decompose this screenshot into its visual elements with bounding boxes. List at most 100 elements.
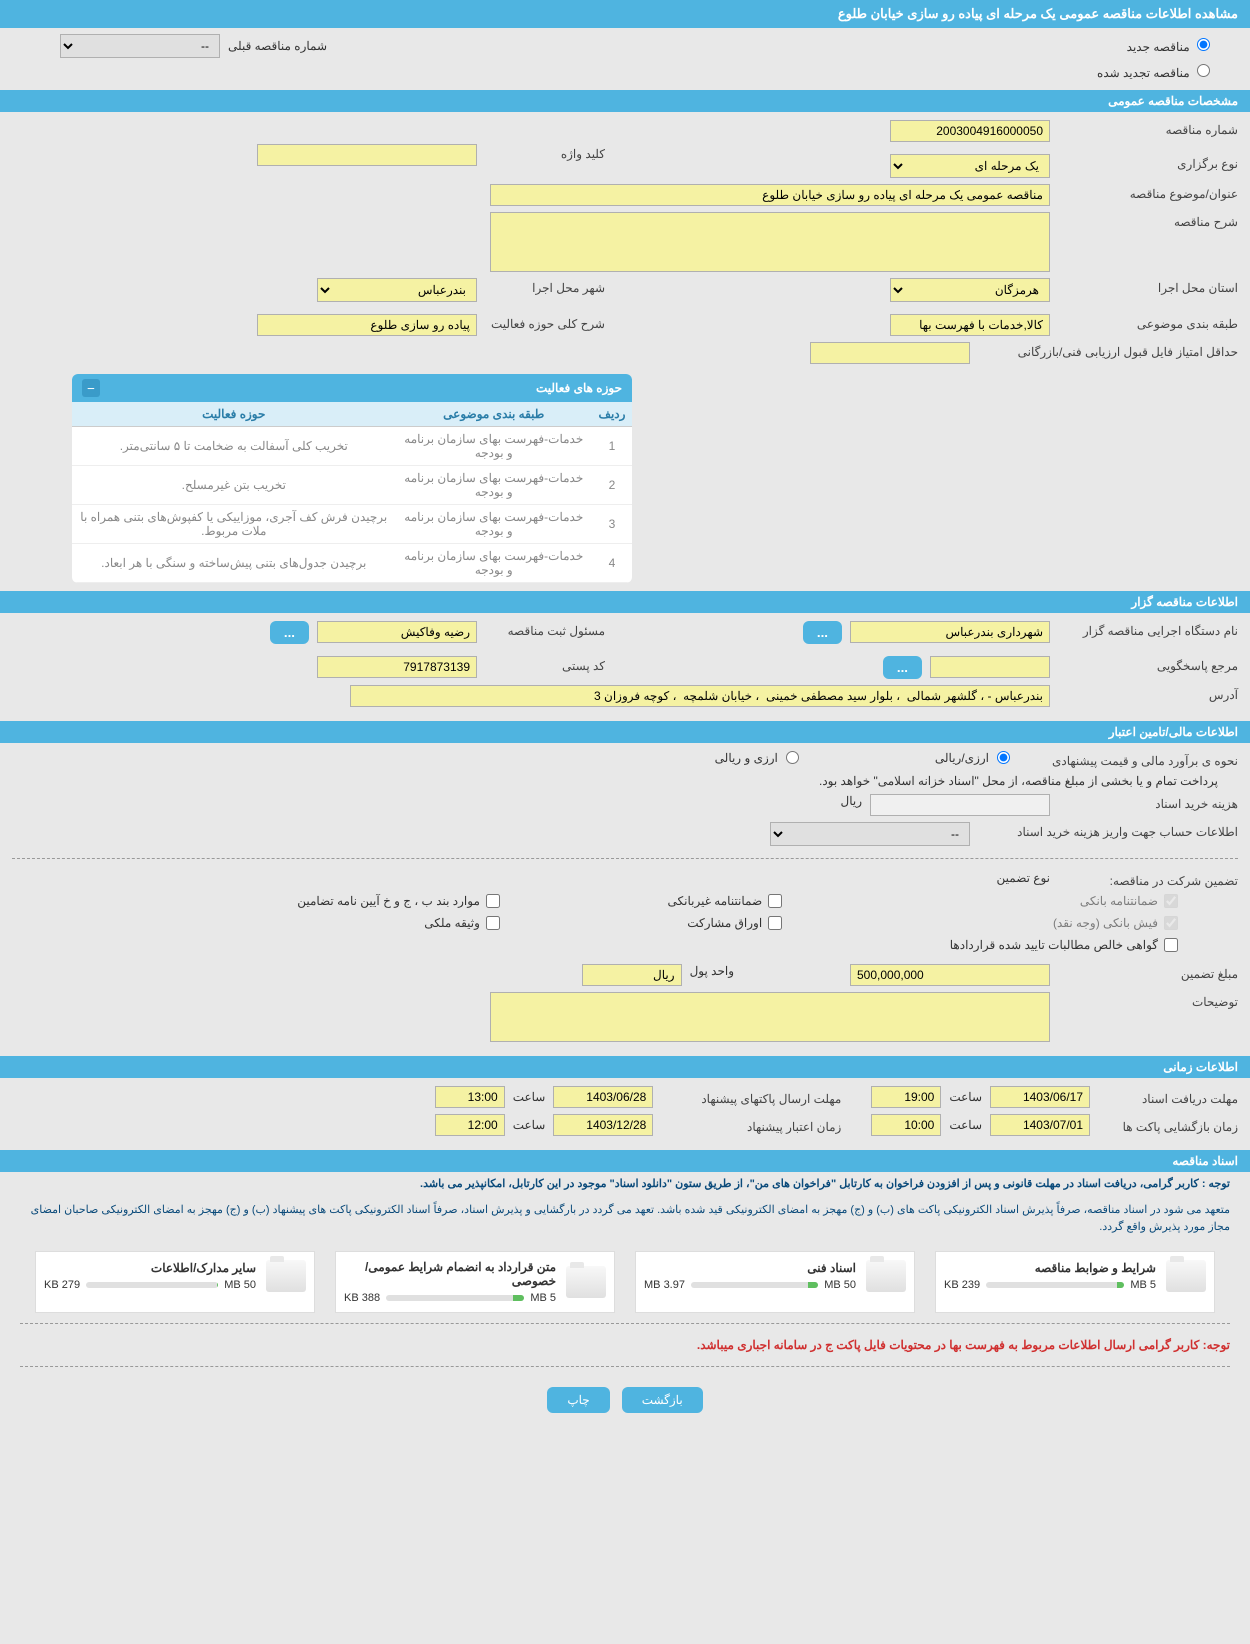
amount-input[interactable] bbox=[850, 964, 1050, 986]
docs-bottom-note: توجه: کاربر گرامی ارسال اطلاعات مربوط به… bbox=[0, 1332, 1250, 1358]
back-button[interactable]: بازگشت bbox=[622, 1387, 703, 1413]
folder-icon bbox=[566, 1266, 606, 1298]
category-label: طبقه بندی موضوعی bbox=[1058, 314, 1238, 331]
radio-renewed-tender[interactable] bbox=[1197, 64, 1210, 77]
folder-icon bbox=[866, 1260, 906, 1292]
file-used: 239 KB bbox=[944, 1279, 980, 1291]
table-row: 2خدمات-فهرست بهای سازمان برنامه و بودجهت… bbox=[72, 466, 632, 505]
validity-date[interactable] bbox=[553, 1114, 653, 1136]
address-label: آدرس bbox=[1058, 685, 1238, 702]
postal-input[interactable] bbox=[317, 656, 477, 678]
time-label-4: ساعت bbox=[513, 1118, 546, 1132]
prev-number-label: شماره مناقصه قبلی bbox=[228, 39, 327, 53]
check-nonbank-guarantee[interactable] bbox=[768, 894, 782, 908]
notes-textarea[interactable] bbox=[490, 992, 1050, 1042]
min-score-input[interactable] bbox=[810, 342, 970, 364]
account-select[interactable]: -- bbox=[770, 822, 970, 846]
time-label-1: ساعت bbox=[949, 1090, 982, 1104]
collapse-button[interactable]: − bbox=[82, 379, 100, 397]
doc-deadline-date[interactable] bbox=[990, 1086, 1090, 1108]
file-total: 5 MB bbox=[530, 1292, 556, 1304]
unit-input[interactable] bbox=[582, 964, 682, 986]
desc-textarea[interactable] bbox=[490, 212, 1050, 272]
desc-label: شرح مناقصه bbox=[1058, 212, 1238, 229]
check-bond-items[interactable] bbox=[486, 894, 500, 908]
exec-input[interactable] bbox=[850, 621, 1050, 643]
file-used: 3.97 MB bbox=[644, 1279, 685, 1291]
title-input[interactable] bbox=[490, 184, 1050, 206]
cost-unit: ریال bbox=[840, 794, 862, 808]
amount-label: مبلغ تضمین bbox=[1058, 964, 1238, 981]
radio-new-tender[interactable] bbox=[1197, 38, 1210, 51]
method-label: نحوه ی برآورد مالی و قیمت پیشنهادی bbox=[1018, 751, 1238, 768]
notes-label: توضیحات bbox=[1058, 992, 1238, 1009]
table-row: 3خدمات-فهرست بهای سازمان برنامه و بودجهب… bbox=[72, 505, 632, 544]
opening-time[interactable] bbox=[871, 1114, 941, 1136]
print-button[interactable]: چاپ bbox=[547, 1387, 609, 1413]
doc-deadline-time[interactable] bbox=[871, 1086, 941, 1108]
activity-desc-input[interactable] bbox=[257, 314, 477, 336]
section-header-timing: اطلاعات زمانی bbox=[0, 1056, 1250, 1078]
province-select[interactable]: هرمزگان bbox=[890, 278, 1050, 302]
th-field: حوزه فعالیت bbox=[72, 402, 396, 427]
responder-lookup-button[interactable]: ... bbox=[883, 656, 922, 679]
activity-table: ردیف طبقه بندی موضوعی حوزه فعالیت 1خدمات… bbox=[72, 402, 632, 583]
prev-number-select[interactable]: -- bbox=[60, 34, 220, 58]
check-securities[interactable] bbox=[768, 916, 782, 930]
docs-note-2: متعهد می شود در اسناد مناقصه، صرفاً پذیر… bbox=[0, 1198, 1250, 1241]
opening-label: زمان بازگشایی پاکت ها bbox=[1098, 1117, 1238, 1134]
th-row: ردیف bbox=[592, 402, 632, 427]
envelope-deadline-date[interactable] bbox=[553, 1086, 653, 1108]
cost-input[interactable] bbox=[870, 794, 1050, 816]
title-label: عنوان/موضوع مناقصه bbox=[1058, 184, 1238, 201]
exec-lookup-button[interactable]: ... bbox=[803, 621, 842, 644]
check-property[interactable] bbox=[486, 916, 500, 930]
time-label-3: ساعت bbox=[949, 1118, 982, 1132]
registrar-input[interactable] bbox=[317, 621, 477, 643]
page-title: مشاهده اطلاعات مناقصه عمومی یک مرحله ای … bbox=[0, 0, 1250, 28]
label-property: وثیقه ملکی bbox=[424, 916, 480, 930]
file-card[interactable]: شرایط و ضوابط مناقصه 5 MB 239 KB bbox=[935, 1251, 1215, 1313]
guarantee-type-label: نوع تضمین bbox=[997, 871, 1050, 885]
check-bank-guarantee bbox=[1164, 894, 1178, 908]
label-renewed-tender: مناقصه تجدید شده bbox=[1097, 66, 1190, 80]
label-bank-guarantee: ضمانتنامه بانکی bbox=[1080, 894, 1158, 908]
label-nonbank-guarantee: ضمانتنامه غیربانکی bbox=[667, 894, 762, 908]
category-input[interactable] bbox=[890, 314, 1050, 336]
file-card[interactable]: سایر مدارک/اطلاعات 50 MB 279 KB bbox=[35, 1251, 315, 1313]
file-card[interactable]: اسناد فنی 50 MB 3.97 MB bbox=[635, 1251, 915, 1313]
radio-both[interactable] bbox=[786, 751, 799, 764]
file-name: شرایط و ضوابط مناقصه bbox=[944, 1261, 1156, 1275]
keyword-input[interactable] bbox=[257, 144, 477, 166]
exec-label: نام دستگاه اجرایی مناقصه گزار bbox=[1058, 621, 1238, 638]
activity-panel-title: حوزه های فعالیت bbox=[536, 381, 622, 395]
file-total: 5 MB bbox=[1130, 1279, 1156, 1291]
opening-date[interactable] bbox=[990, 1114, 1090, 1136]
address-input[interactable] bbox=[350, 685, 1050, 707]
min-score-label: حداقل امتیاز فایل قبول ارزیابی فنی/بازرگ… bbox=[978, 342, 1238, 359]
account-label: اطلاعات حساب جهت واریز هزینه خرید اسناد bbox=[978, 822, 1238, 839]
registrar-lookup-button[interactable]: ... bbox=[270, 621, 309, 644]
envelope-deadline-time[interactable] bbox=[435, 1086, 505, 1108]
section-header-organizer: اطلاعات مناقصه گزار bbox=[0, 591, 1250, 613]
label-bond-items: موارد بند ب ، ج و خ آیین نامه تضامین bbox=[297, 894, 480, 908]
label-securities: اوراق مشارکت bbox=[687, 916, 762, 930]
city-label: شهر محل اجرا bbox=[485, 278, 605, 295]
activity-desc-label: شرح کلی حوزه فعالیت bbox=[485, 314, 605, 331]
file-card[interactable]: متن قرارداد به انضمام شرایط عمومی/خصوصی … bbox=[335, 1251, 615, 1313]
check-cert[interactable] bbox=[1164, 938, 1178, 952]
radio-rial[interactable] bbox=[997, 751, 1010, 764]
label-bank-receipt: فیش بانکی (وجه نقد) bbox=[1053, 916, 1158, 930]
type-select[interactable]: یک مرحله ای bbox=[890, 154, 1050, 178]
file-total: 50 MB bbox=[224, 1279, 256, 1291]
table-row: 1خدمات-فهرست بهای سازمان برنامه و بودجهت… bbox=[72, 427, 632, 466]
tender-number-input[interactable] bbox=[890, 120, 1050, 142]
section-header-documents: اسناد مناقصه bbox=[0, 1150, 1250, 1172]
folder-icon bbox=[266, 1260, 306, 1292]
validity-time[interactable] bbox=[435, 1114, 505, 1136]
responder-input[interactable] bbox=[930, 656, 1050, 678]
doc-deadline-label: مهلت دریافت اسناد bbox=[1098, 1089, 1238, 1106]
city-select[interactable]: بندرعباس bbox=[317, 278, 477, 302]
section-header-general: مشخصات مناقصه عمومی bbox=[0, 90, 1250, 112]
registrar-label: مسئول ثبت مناقصه bbox=[485, 621, 605, 638]
